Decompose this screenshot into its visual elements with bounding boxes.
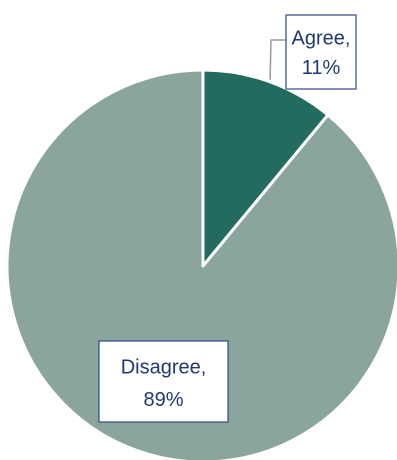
data-label-box-agree xyxy=(285,14,357,90)
agree-leader-line xyxy=(269,39,286,80)
data-label-name-agree: Agree, xyxy=(292,28,351,50)
pie-slice-agree xyxy=(201,68,330,268)
data-label-disagree: Disagree, 89% xyxy=(98,340,229,423)
data-label-percent-agree: 11% xyxy=(302,57,341,79)
data-label-box-disagree xyxy=(98,340,229,423)
data-label-percent-disagree: 89% xyxy=(143,389,183,411)
data-label-agree: Agree, 11% xyxy=(285,14,357,90)
data-label-name-disagree: Disagree, xyxy=(121,356,207,378)
